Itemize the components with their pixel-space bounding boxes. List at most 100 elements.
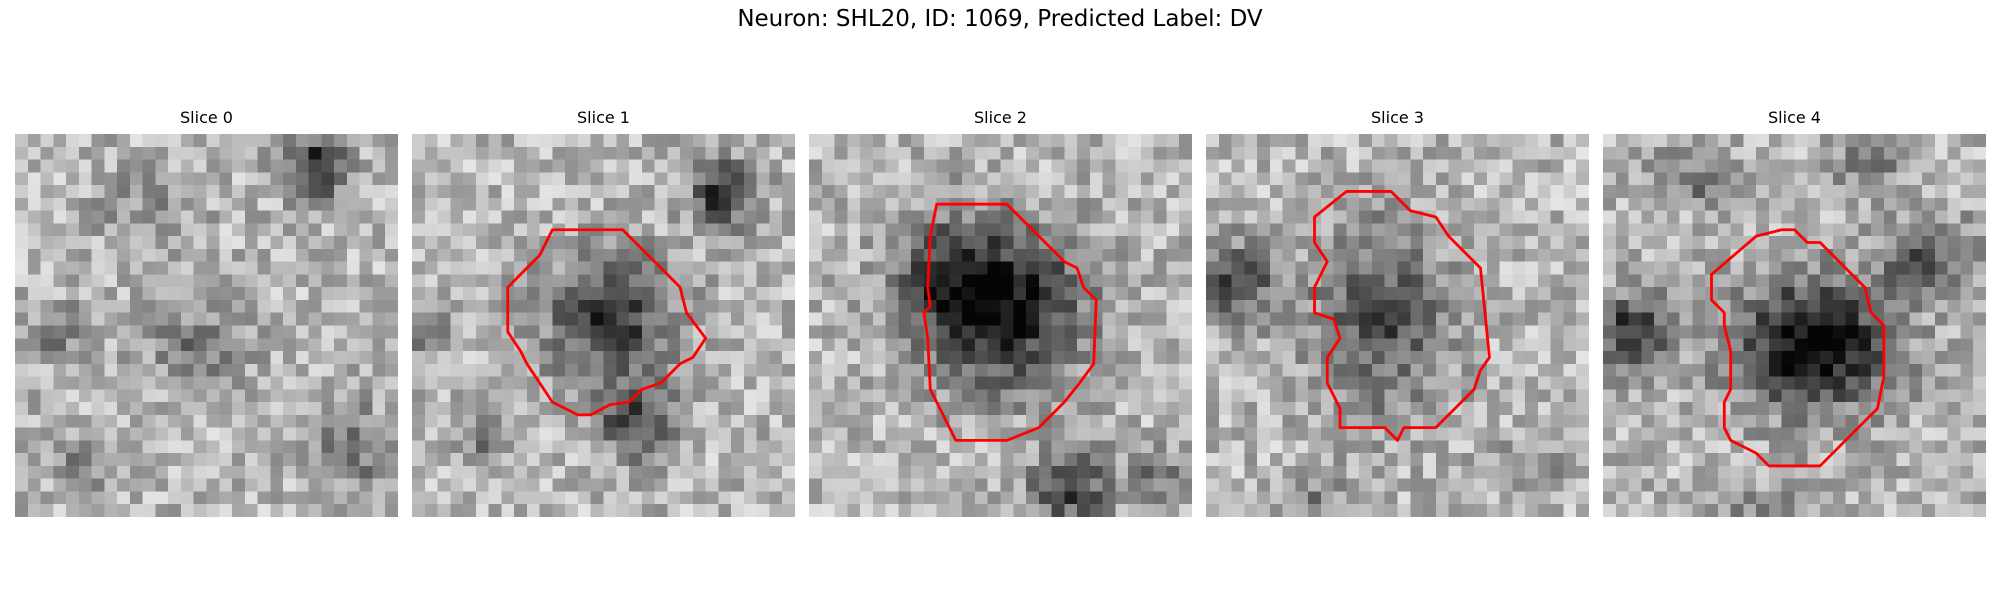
image-pixel <box>911 223 925 237</box>
image-pixel <box>1384 440 1398 454</box>
image-pixel <box>1679 440 1693 454</box>
image-pixel <box>1038 185 1052 199</box>
image-pixel <box>872 197 886 211</box>
image-pixel <box>1064 261 1078 275</box>
image-pixel <box>1282 363 1296 377</box>
image-pixel <box>1679 478 1693 492</box>
image-pixel <box>270 465 284 479</box>
image-pixel <box>1231 146 1245 160</box>
image-pixel <box>756 440 770 454</box>
image-pixel <box>603 478 617 492</box>
image-pixel <box>1486 312 1500 326</box>
image-pixel <box>885 172 899 186</box>
image-pixel <box>1461 325 1475 339</box>
image-pixel <box>552 414 566 428</box>
image-pixel <box>667 172 681 186</box>
image-pixel <box>705 427 719 441</box>
image-pixel <box>847 223 861 237</box>
image-pixel <box>1563 453 1577 467</box>
image-pixel <box>437 146 451 160</box>
image-pixel <box>1153 338 1167 352</box>
image-pixel <box>1550 146 1564 160</box>
image-pixel <box>244 299 258 313</box>
image-pixel <box>168 274 182 288</box>
image-pixel <box>1128 287 1142 301</box>
image-pixel <box>437 287 451 301</box>
image-pixel <box>911 299 925 313</box>
image-pixel <box>1320 236 1334 250</box>
image-pixel <box>1947 197 1961 211</box>
image-pixel <box>1603 172 1617 186</box>
image-pixel <box>1794 312 1808 326</box>
image-pixel <box>834 351 848 365</box>
image-pixel <box>1206 325 1220 339</box>
image-pixel <box>1179 134 1192 148</box>
image-pixel <box>412 389 426 403</box>
image-pixel <box>1397 325 1411 339</box>
image-pixel <box>1206 210 1220 224</box>
image-pixel <box>1858 504 1872 517</box>
image-pixel <box>1244 312 1258 326</box>
image-pixel <box>424 338 438 352</box>
image-pixel <box>206 159 220 173</box>
image-pixel <box>232 197 246 211</box>
image-pixel <box>987 440 1001 454</box>
image-pixel <box>565 210 579 224</box>
image-pixel <box>78 478 92 492</box>
image-pixel <box>860 197 874 211</box>
image-pixel <box>1883 274 1897 288</box>
image-pixel <box>552 453 566 467</box>
image-pixel <box>667 312 681 326</box>
image-pixel <box>1499 465 1513 479</box>
image-pixel <box>1820 261 1834 275</box>
image-pixel <box>1435 389 1449 403</box>
image-pixel <box>1730 414 1744 428</box>
image-pixel <box>244 414 258 428</box>
image-pixel <box>142 274 156 288</box>
image-pixel <box>1499 248 1513 262</box>
image-pixel <box>385 440 398 454</box>
image-pixel <box>1871 248 1885 262</box>
image-pixel <box>885 287 899 301</box>
image-pixel <box>1947 465 1961 479</box>
image-pixel <box>1730 376 1744 390</box>
image-pixel <box>321 478 335 492</box>
image-pixel <box>1947 440 1961 454</box>
image-pixel <box>117 236 131 250</box>
image-pixel <box>308 274 322 288</box>
image-pixel <box>1896 453 1910 467</box>
image-pixel <box>1384 223 1398 237</box>
image-pixel <box>885 453 899 467</box>
image-pixel <box>1845 185 1859 199</box>
image-pixel <box>66 185 80 199</box>
image-pixel <box>1947 453 1961 467</box>
image-pixel <box>501 185 515 199</box>
image-pixel <box>1576 453 1589 467</box>
image-pixel <box>168 402 182 416</box>
image-pixel <box>1448 299 1462 313</box>
image-pixel <box>809 402 823 416</box>
image-pixel <box>142 453 156 467</box>
image-pixel <box>577 389 591 403</box>
image-pixel <box>1140 440 1154 454</box>
image-pixel <box>514 172 528 186</box>
image-pixel <box>987 427 1001 441</box>
image-pixel <box>1896 427 1910 441</box>
image-pixel <box>654 197 668 211</box>
image-pixel <box>78 248 92 262</box>
image-pixel <box>1705 223 1719 237</box>
image-pixel <box>219 236 233 250</box>
image-pixel <box>1820 465 1834 479</box>
image-pixel <box>1603 453 1617 467</box>
image-pixel <box>219 376 233 390</box>
image-pixel <box>1603 440 1617 454</box>
image-pixel <box>616 210 630 224</box>
image-pixel <box>654 287 668 301</box>
image-pixel <box>463 197 477 211</box>
image-pixel <box>412 223 426 237</box>
image-pixel <box>1102 351 1116 365</box>
image-pixel <box>155 248 169 262</box>
image-pixel <box>962 363 976 377</box>
image-pixel <box>1206 338 1220 352</box>
image-pixel <box>1845 402 1859 416</box>
